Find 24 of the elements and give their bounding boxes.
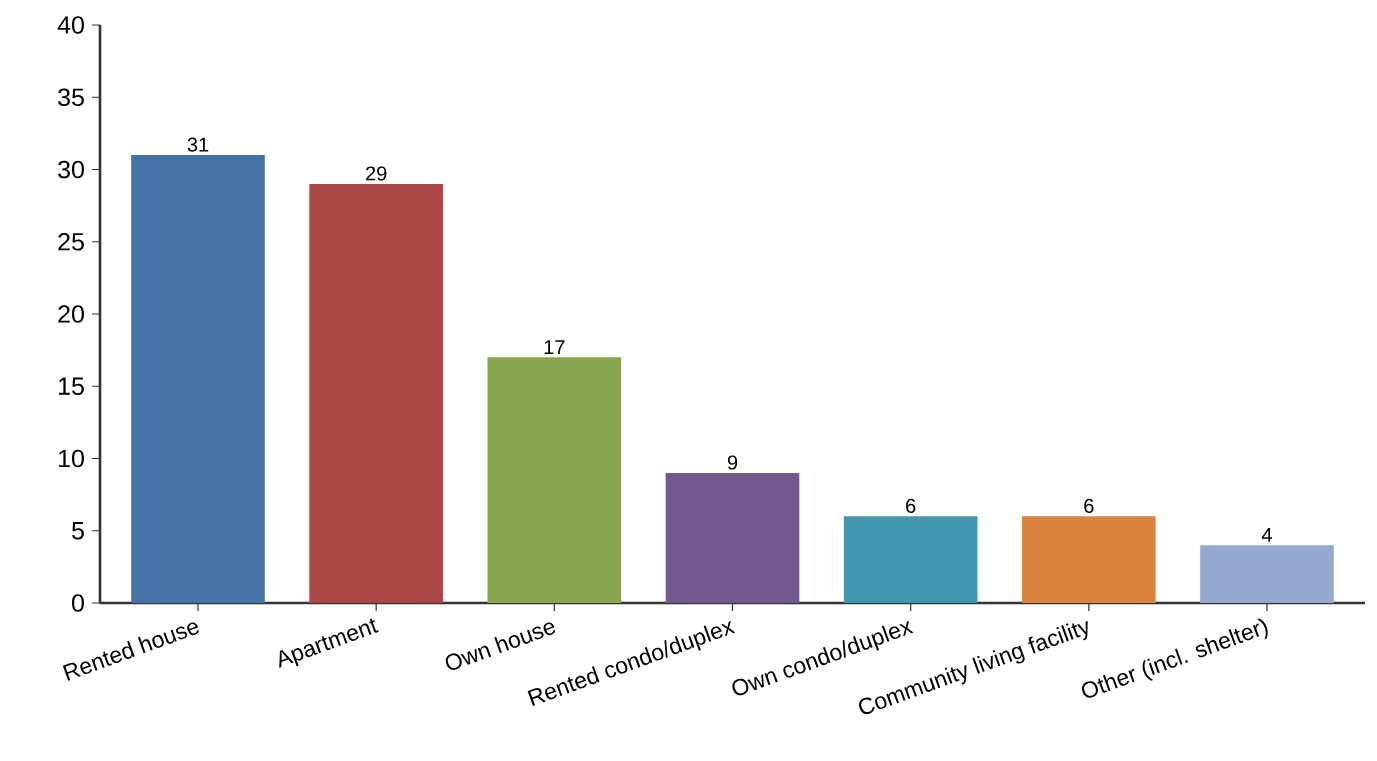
y-tick-label: 35 xyxy=(58,88,84,107)
data-label: 31 xyxy=(187,137,209,152)
y-tick-label: 10 xyxy=(59,449,84,468)
data-label: 9 xyxy=(727,455,738,470)
y-tick-label: 30 xyxy=(58,160,84,179)
bar xyxy=(665,472,800,603)
bar xyxy=(487,357,622,603)
bar xyxy=(309,183,443,603)
data-label: 29 xyxy=(366,166,387,181)
bar xyxy=(1022,516,1156,603)
y-tick-label: 20 xyxy=(58,305,84,323)
y-tick-label: 40 xyxy=(57,16,84,34)
data-label: 6 xyxy=(906,498,916,513)
bar xyxy=(131,155,265,603)
y-tick-label: 0 xyxy=(72,594,84,612)
y-tick-label: 15 xyxy=(59,377,84,395)
x-tick-label: Own house xyxy=(445,622,556,670)
bar xyxy=(1200,545,1334,603)
data-label: 6 xyxy=(1084,498,1094,513)
data-label: 4 xyxy=(1261,528,1272,542)
bar xyxy=(843,516,978,603)
data-label: 17 xyxy=(544,340,565,354)
y-tick-label: 25 xyxy=(58,232,84,251)
y-tick-label: 5 xyxy=(72,522,84,540)
